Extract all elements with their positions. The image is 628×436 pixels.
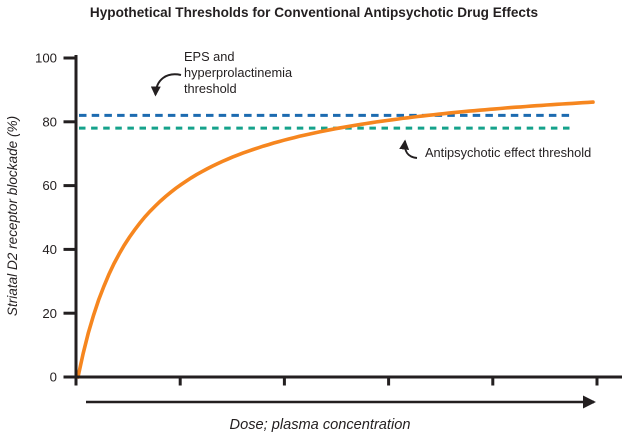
- x-axis-label: Dose; plasma concentration: [230, 417, 411, 433]
- y-tick-label: 20: [42, 306, 57, 321]
- y-tick-label: 0: [50, 370, 57, 385]
- dose-response-curve: [76, 100, 595, 379]
- eps-annotation-line2: hyperprolactinemia: [184, 65, 293, 80]
- y-tick-label: 100: [35, 51, 57, 66]
- y-tick-label: 60: [42, 178, 57, 193]
- antipsychotic-annotation-label: Antipsychotic effect threshold: [425, 145, 591, 160]
- chart-title: Hypothetical Thresholds for Conventional…: [90, 5, 538, 20]
- y-tick-label: 80: [42, 114, 57, 129]
- eps-annotation-line1: EPS and: [184, 49, 235, 64]
- antipsychotic-curved-arrow-icon: [399, 139, 418, 159]
- threshold-lines: [79, 113, 571, 130]
- eps-annotation-line3: threshold: [184, 81, 237, 96]
- y-axis-label: Striatal D2 receptor blockade (%): [5, 116, 20, 316]
- antipsychotic-threshold-annotation: Antipsychotic effect threshold: [399, 139, 591, 160]
- eps-threshold-annotation: EPS and hyperprolactinemia threshold: [150, 49, 293, 97]
- y-axis-ticks: 0 20 40 60 80 100: [35, 51, 76, 385]
- eps-curved-arrow-icon: [150, 73, 182, 97]
- y-tick-label: 40: [42, 242, 57, 257]
